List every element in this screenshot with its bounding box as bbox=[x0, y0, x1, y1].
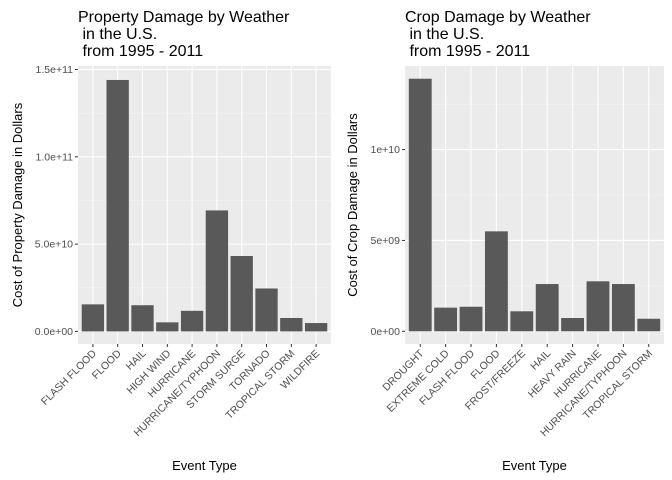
bar-frost-freeze bbox=[510, 311, 534, 332]
y-tick-label: 5.0e+10 bbox=[35, 239, 73, 251]
y-tick-label: 1.0e+11 bbox=[36, 151, 74, 163]
bar-hail bbox=[131, 305, 154, 332]
bar-drought bbox=[408, 78, 432, 332]
x-axis-title: Event Type bbox=[172, 458, 237, 473]
y-tick-label: 1.5e+11 bbox=[36, 64, 74, 76]
bar-hurricane-typhoon bbox=[205, 210, 229, 332]
bar-hurricane bbox=[586, 281, 610, 332]
x-tick-label: FLASH FLOOD bbox=[39, 347, 99, 407]
bar-tropical-storm bbox=[637, 318, 661, 332]
bar-flash-flood bbox=[459, 306, 483, 332]
chart-title: Property Damage by Weather in the U.S. f… bbox=[78, 9, 290, 60]
chart-title-line: in the U.S. bbox=[405, 26, 484, 43]
y-axis-title: Cost of Crop Damage in Dollars bbox=[345, 113, 360, 297]
y-tick-label: 0e+00 bbox=[371, 326, 401, 338]
chart-title: Crop Damage by Weather in the U.S. from … bbox=[405, 9, 591, 60]
chart-title-line: Crop Damage by Weather bbox=[405, 9, 591, 26]
chart-title-line: from 1995 - 2011 bbox=[78, 43, 203, 60]
bar-hurricane bbox=[180, 310, 204, 332]
x-axis-title: Event Type bbox=[502, 458, 567, 473]
bar-wildfire bbox=[304, 323, 328, 332]
y-tick-label: 0.0e+00 bbox=[35, 326, 73, 338]
chart-title-line: from 1995 - 2011 bbox=[405, 43, 530, 60]
chart-title-line: in the U.S. bbox=[78, 26, 157, 43]
chart-title-line: Property Damage by Weather bbox=[78, 9, 290, 26]
bar-heavy-rain bbox=[561, 318, 585, 332]
bar-flood bbox=[106, 79, 129, 332]
bar-high-wind bbox=[156, 322, 179, 332]
bar-storm-surge bbox=[230, 255, 253, 332]
bar-extreme-cold bbox=[434, 307, 458, 332]
y-axis-title: Cost of Property Damage in Dollars bbox=[10, 102, 25, 307]
bar-tropical-storm bbox=[280, 317, 303, 332]
bar-flood bbox=[484, 231, 508, 332]
y-tick-label: 5e+09 bbox=[371, 235, 401, 247]
bar-hail bbox=[535, 284, 559, 332]
y-tick-label: 1e+10 bbox=[371, 144, 401, 156]
bar-tornado bbox=[255, 288, 278, 332]
bar-hurricane-typhoon bbox=[611, 284, 635, 332]
bar-flash-flood bbox=[81, 304, 105, 332]
